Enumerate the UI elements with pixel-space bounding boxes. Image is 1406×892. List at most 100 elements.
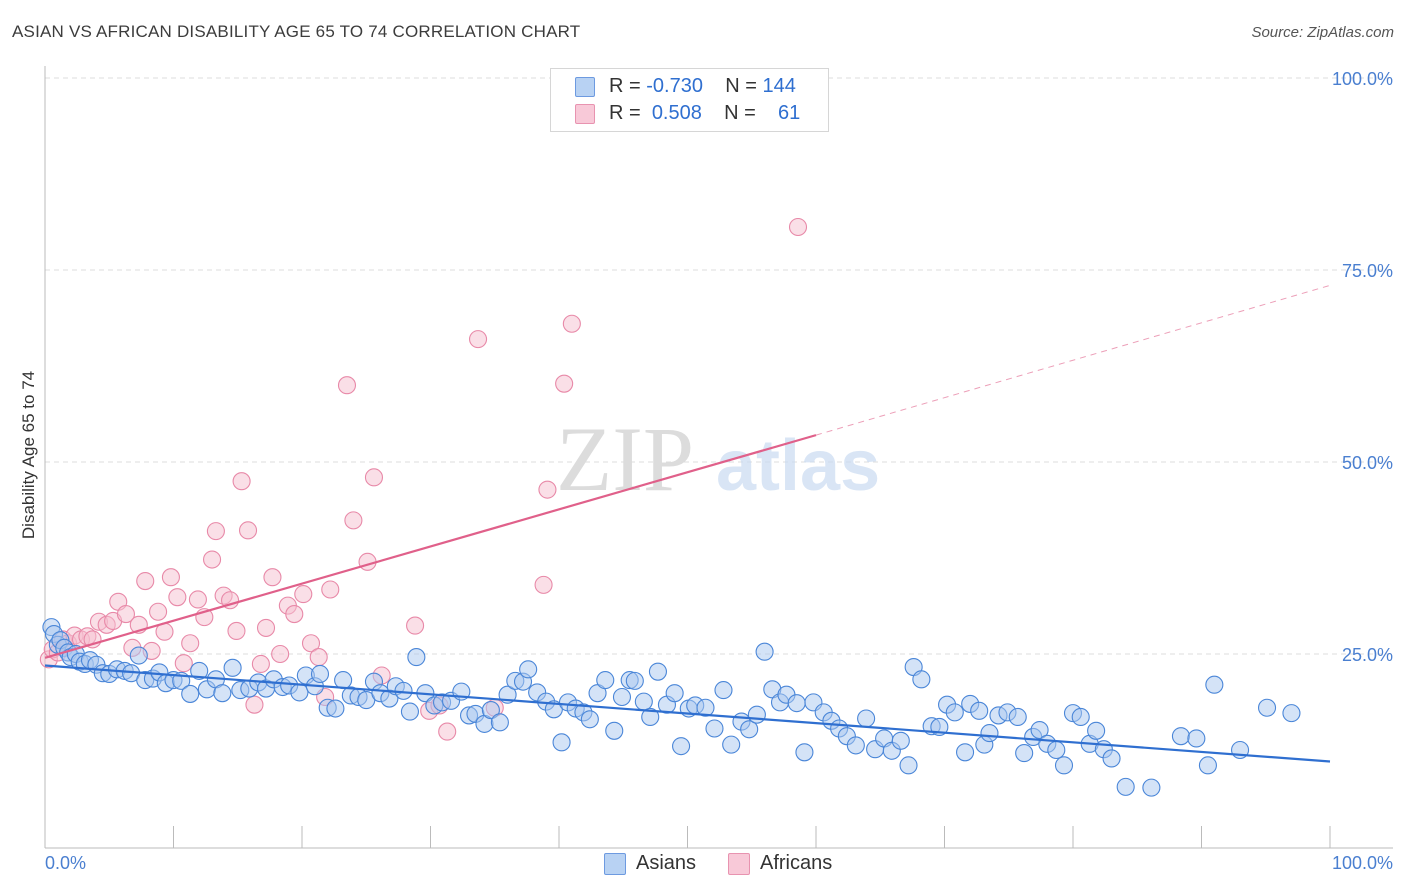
asian-point	[899, 756, 918, 775]
asians-legend-swatch	[604, 853, 626, 875]
african-point	[364, 468, 384, 487]
african-point	[245, 695, 264, 714]
y-axis-title: Disability Age 65 to 74	[19, 371, 38, 539]
asian-point	[755, 642, 774, 661]
asian-point	[290, 683, 309, 702]
africans-legend-swatch	[728, 853, 750, 875]
africans-trendline	[44, 434, 817, 659]
africans-n-label: N =	[724, 102, 756, 124]
african-point	[301, 634, 321, 653]
african-point	[337, 376, 357, 395]
africans-legend-label: Africans	[760, 852, 833, 874]
african-point	[321, 580, 340, 599]
asian-point	[596, 671, 615, 690]
y-tick-label: 25.0%	[1342, 645, 1393, 665]
asian-point	[605, 721, 624, 740]
asian-point	[1198, 756, 1217, 775]
asians-r-value: -0.730	[646, 75, 703, 97]
asian-point	[1030, 720, 1049, 740]
asian-point	[1205, 675, 1224, 694]
asian-point	[181, 684, 200, 703]
asian-point	[334, 671, 353, 690]
asian-point	[634, 692, 653, 711]
asians-r-label: R =	[609, 75, 641, 97]
asian-point	[1008, 707, 1027, 727]
asian-point	[310, 664, 330, 684]
asian-point	[1116, 777, 1135, 796]
asian-point	[1102, 749, 1121, 768]
asian-point	[1171, 727, 1190, 746]
africans-trendline-extension	[815, 284, 1331, 436]
asian-point	[956, 743, 975, 762]
asian-point	[846, 736, 865, 755]
african-point	[538, 480, 557, 499]
trendlines	[44, 284, 1331, 763]
asian-point	[580, 710, 599, 729]
watermark-atlas: atlas	[716, 426, 880, 506]
asian-point	[552, 733, 571, 752]
source-note: Source: ZipAtlas.com	[1251, 24, 1394, 41]
africans-n-value: 61	[778, 102, 801, 124]
african-point	[256, 618, 276, 637]
asian-point	[891, 731, 910, 750]
african-point	[174, 654, 193, 673]
asian-point	[1282, 704, 1301, 723]
african-point	[263, 568, 282, 587]
african-point	[309, 648, 328, 667]
asian-point	[326, 699, 345, 718]
asian-point	[1015, 744, 1034, 763]
asian-point	[1047, 740, 1066, 760]
asians-trendline	[44, 664, 1331, 763]
asian-point	[223, 658, 242, 677]
african-point	[116, 605, 136, 624]
africans-swatch	[575, 104, 595, 124]
asian-point	[696, 698, 715, 717]
african-point	[232, 472, 251, 491]
african-point	[438, 722, 457, 741]
asian-point	[970, 701, 989, 720]
asian-point	[1257, 698, 1277, 717]
asian-point	[190, 661, 209, 680]
x-tick-label: 0.0%	[45, 853, 86, 873]
watermark: ZIP atlas	[556, 408, 880, 510]
asian-point	[625, 671, 644, 690]
african-point	[251, 654, 270, 674]
asian-point	[722, 735, 741, 754]
asians-n-value: 144	[762, 75, 796, 97]
tick-labels: 25.0% 50.0% 75.0% 100.0% 0.0% 100.0%	[45, 69, 1393, 873]
asian-point	[945, 703, 964, 722]
african-point	[203, 550, 222, 569]
y-tick-label: 75.0%	[1342, 261, 1393, 281]
asian-point	[481, 701, 500, 720]
asian-point	[129, 646, 148, 665]
african-point	[168, 588, 187, 607]
asian-point	[213, 684, 232, 703]
asian-point	[490, 713, 509, 732]
asians-n-label: N =	[725, 75, 757, 97]
african-point	[562, 314, 581, 333]
african-point	[136, 571, 155, 591]
asian-point	[665, 684, 684, 703]
asian-point	[795, 743, 814, 762]
asian-point	[519, 660, 538, 679]
asian-point	[1187, 729, 1206, 748]
y-tick-label: 50.0%	[1342, 453, 1393, 473]
african-point	[161, 568, 180, 587]
african-point	[534, 575, 553, 594]
gridlines	[45, 77, 1393, 655]
asian-point	[980, 724, 999, 743]
african-point	[406, 616, 425, 635]
asians-swatch	[575, 77, 595, 97]
asian-point	[1054, 756, 1074, 775]
asian-point	[612, 687, 632, 707]
asian-point	[740, 720, 759, 739]
asian-point	[747, 705, 766, 724]
africans-r-label: R =	[609, 102, 641, 124]
watermark-zip: ZIP	[556, 408, 694, 510]
african-point	[181, 634, 200, 653]
african-point	[188, 590, 207, 609]
asians-points	[42, 618, 1301, 797]
asian-point	[407, 648, 426, 667]
african-point	[285, 605, 304, 624]
